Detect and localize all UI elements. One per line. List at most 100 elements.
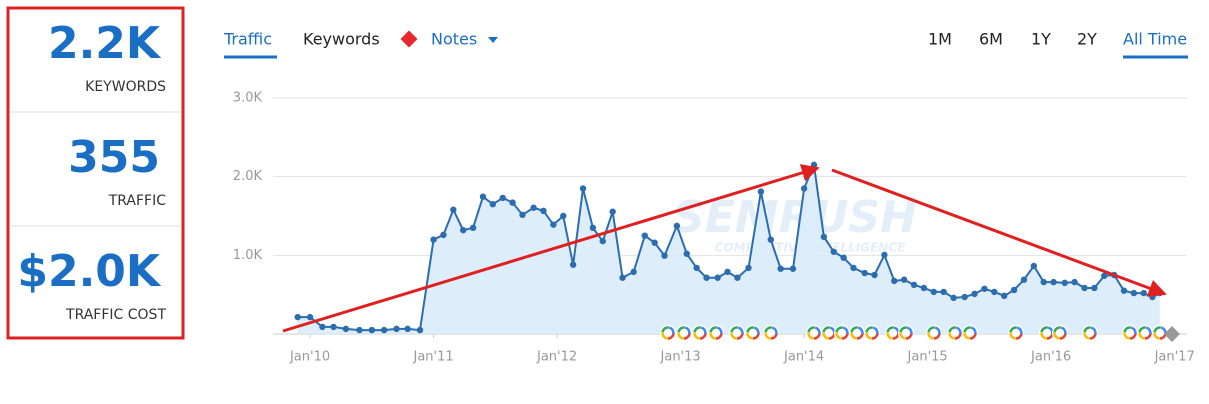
point <box>630 268 637 276</box>
point <box>881 251 888 259</box>
update-icon-arc <box>835 326 849 340</box>
stats-panel <box>6 6 185 340</box>
point <box>1071 278 1078 286</box>
update-icon-arc <box>1083 326 1097 340</box>
update-icon-arc <box>948 326 962 340</box>
point <box>540 207 547 215</box>
range[interactable]: 1M <box>928 30 952 49</box>
point <box>330 323 337 331</box>
update-icon-arc <box>835 326 849 340</box>
point <box>509 199 516 206</box>
point <box>356 326 363 334</box>
point <box>569 261 577 268</box>
update-icon-arc <box>677 326 691 340</box>
tab[interactable]: Notes <box>431 30 477 49</box>
dropdown-caret[interactable] <box>488 37 498 43</box>
range[interactable]: 6M <box>979 30 1003 49</box>
area <box>297 164 1160 334</box>
point <box>469 224 477 231</box>
stat-value: 355 <box>68 132 160 183</box>
update-icon-arc <box>886 326 900 340</box>
update-icon-arc <box>1138 326 1152 340</box>
point <box>891 277 898 285</box>
point <box>820 233 828 241</box>
point <box>920 284 928 292</box>
update-icon-arc <box>948 326 962 340</box>
update-icon-arc <box>835 326 849 340</box>
stat-value: $2.0K <box>17 246 162 297</box>
point <box>900 276 908 283</box>
point <box>991 288 998 296</box>
point <box>641 232 648 239</box>
range[interactable]: 1Y <box>1031 30 1051 49</box>
update-icon-arc <box>948 326 962 340</box>
tab[interactable]: Keywords <box>303 30 380 49</box>
update-icon-arc <box>709 326 723 340</box>
update-icon-arc <box>850 326 864 340</box>
point <box>661 252 668 259</box>
update-icon-arc <box>807 326 821 340</box>
update-icon-arc <box>693 326 707 340</box>
point <box>767 236 774 243</box>
update-icon-arc <box>661 326 675 340</box>
point <box>619 274 626 281</box>
point <box>861 269 868 277</box>
point <box>830 248 837 255</box>
update-icon-arc <box>709 326 723 340</box>
update-icon-arc <box>764 326 778 340</box>
point <box>294 313 301 321</box>
update-icon-arc <box>927 326 941 340</box>
update-icon-arc <box>865 326 879 340</box>
x-tick-label: Jan'16 <box>1030 350 1071 365</box>
update-icon-arc <box>693 326 707 340</box>
point <box>416 326 424 334</box>
update-icon-arc <box>822 326 836 340</box>
x-tick-label: Jan'13 <box>660 350 701 365</box>
update-icon-arc <box>865 326 879 340</box>
update-icon-arc <box>1040 326 1054 340</box>
point <box>971 290 978 298</box>
update-icon-arc <box>730 326 744 340</box>
range[interactable]: All Time <box>1123 30 1187 49</box>
update-icon-arc <box>1123 326 1137 340</box>
update-icon-arc <box>1138 326 1152 340</box>
point <box>871 271 878 279</box>
update-icon <box>1164 326 1180 342</box>
update-icon-arc <box>661 326 675 340</box>
update-icon-arc <box>899 326 913 340</box>
point <box>757 188 765 195</box>
point <box>1140 289 1147 297</box>
point <box>579 185 587 192</box>
update-icon-arc <box>850 326 864 340</box>
point <box>961 293 968 301</box>
update-icon-arc <box>850 326 864 340</box>
point <box>1130 289 1138 297</box>
point <box>1020 276 1028 283</box>
point <box>930 288 937 296</box>
stat-label: TRAFFIC <box>108 193 167 209</box>
point <box>1120 287 1128 294</box>
x-tick-label: Jan'11 <box>412 350 453 365</box>
point <box>850 264 857 272</box>
plot: 1.0K 2.0K 3.0K Jan'10 Jan'11 Jan'12 Jan'13 Jan'… <box>233 91 1195 365</box>
update-icon-arc <box>677 326 691 340</box>
stat-label: TRAFFIC COST <box>65 307 166 323</box>
range[interactable]: 2Y <box>1077 30 1097 49</box>
update-icon-arc <box>1138 326 1152 340</box>
point <box>1149 293 1156 301</box>
x-tick-label: Jan'17 <box>1154 350 1195 365</box>
update-icon-arc <box>1123 326 1137 340</box>
point <box>460 226 467 234</box>
y-tick-label: 2.0K <box>233 169 263 184</box>
update-icon-arc <box>661 326 675 340</box>
tab[interactable]: Traffic <box>223 30 272 49</box>
update-icon-arc <box>1009 326 1023 340</box>
point <box>673 222 681 230</box>
point <box>981 285 988 292</box>
stat-value: 2.2K <box>48 18 162 69</box>
update-icon-arc <box>963 326 977 340</box>
point <box>599 237 606 245</box>
update-icon-arc <box>899 326 913 340</box>
point <box>724 268 731 276</box>
